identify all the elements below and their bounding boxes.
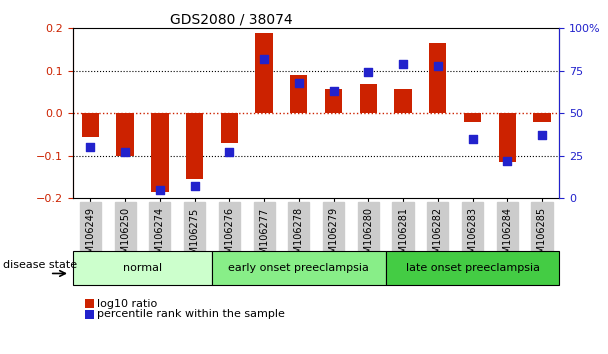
Point	[190, 183, 199, 189]
Text: percentile rank within the sample: percentile rank within the sample	[97, 309, 285, 319]
Bar	[186, 113, 203, 179]
Bar	[290, 75, 308, 113]
Point	[224, 149, 234, 155]
Text: early onset preeclampsia: early onset preeclampsia	[229, 263, 369, 273]
Bar	[499, 113, 516, 162]
Bar	[221, 113, 238, 143]
Point	[468, 136, 477, 142]
Point	[502, 158, 512, 164]
Bar	[151, 113, 168, 192]
Text: normal: normal	[123, 263, 162, 273]
Point	[433, 63, 443, 69]
Point	[86, 144, 95, 150]
Text: late onset preeclampsia: late onset preeclampsia	[406, 263, 539, 273]
Bar	[116, 113, 134, 156]
Text: GDS2080 / 38074: GDS2080 / 38074	[170, 12, 293, 27]
Point	[120, 149, 130, 155]
Point	[259, 56, 269, 62]
Text: log10 ratio: log10 ratio	[97, 299, 157, 309]
Point	[329, 88, 339, 94]
Bar	[533, 113, 551, 122]
Point	[155, 187, 165, 193]
Bar	[429, 43, 446, 113]
Bar	[359, 84, 377, 113]
Point	[398, 61, 408, 67]
Bar	[395, 89, 412, 113]
Bar	[255, 33, 273, 113]
Point	[537, 132, 547, 138]
Text: disease state: disease state	[3, 259, 77, 270]
Bar	[325, 89, 342, 113]
Bar	[81, 113, 99, 137]
Point	[294, 80, 303, 86]
Bar	[464, 113, 481, 122]
Point	[364, 70, 373, 75]
